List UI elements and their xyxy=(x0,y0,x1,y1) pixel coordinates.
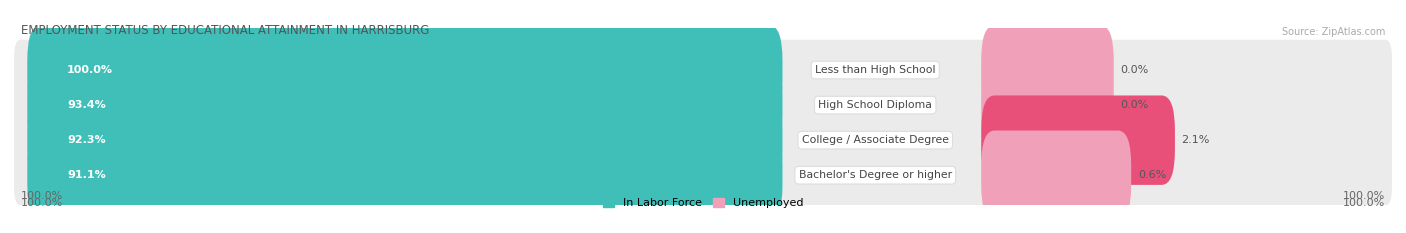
FancyBboxPatch shape xyxy=(14,40,1392,100)
Text: Bachelor's Degree or higher: Bachelor's Degree or higher xyxy=(799,170,952,180)
Text: 0.0%: 0.0% xyxy=(1121,100,1149,110)
Text: College / Associate Degree: College / Associate Degree xyxy=(801,135,949,145)
Text: 100.0%: 100.0% xyxy=(1343,191,1385,201)
Text: 92.3%: 92.3% xyxy=(67,135,105,145)
Text: 100.0%: 100.0% xyxy=(21,198,63,208)
Text: 91.1%: 91.1% xyxy=(67,170,105,180)
Text: Less than High School: Less than High School xyxy=(815,65,935,75)
FancyBboxPatch shape xyxy=(981,130,1132,220)
FancyBboxPatch shape xyxy=(981,25,1114,115)
FancyBboxPatch shape xyxy=(27,60,783,150)
Text: 100.0%: 100.0% xyxy=(21,191,63,201)
FancyBboxPatch shape xyxy=(981,60,1114,150)
FancyBboxPatch shape xyxy=(27,25,783,115)
Text: 100.0%: 100.0% xyxy=(1343,198,1385,208)
Text: High School Diploma: High School Diploma xyxy=(818,100,932,110)
Text: EMPLOYMENT STATUS BY EDUCATIONAL ATTAINMENT IN HARRISBURG: EMPLOYMENT STATUS BY EDUCATIONAL ATTAINM… xyxy=(21,24,429,37)
FancyBboxPatch shape xyxy=(14,145,1392,206)
Text: Source: ZipAtlas.com: Source: ZipAtlas.com xyxy=(1282,27,1385,37)
Text: 2.1%: 2.1% xyxy=(1181,135,1211,145)
FancyBboxPatch shape xyxy=(27,130,783,220)
FancyBboxPatch shape xyxy=(14,75,1392,135)
FancyBboxPatch shape xyxy=(981,96,1175,185)
FancyBboxPatch shape xyxy=(27,96,783,185)
FancyBboxPatch shape xyxy=(14,110,1392,171)
Text: 93.4%: 93.4% xyxy=(67,100,105,110)
Text: 0.6%: 0.6% xyxy=(1137,170,1166,180)
Text: 100.0%: 100.0% xyxy=(67,65,112,75)
Legend: In Labor Force, Unemployed: In Labor Force, Unemployed xyxy=(603,198,803,208)
Text: 0.0%: 0.0% xyxy=(1121,65,1149,75)
